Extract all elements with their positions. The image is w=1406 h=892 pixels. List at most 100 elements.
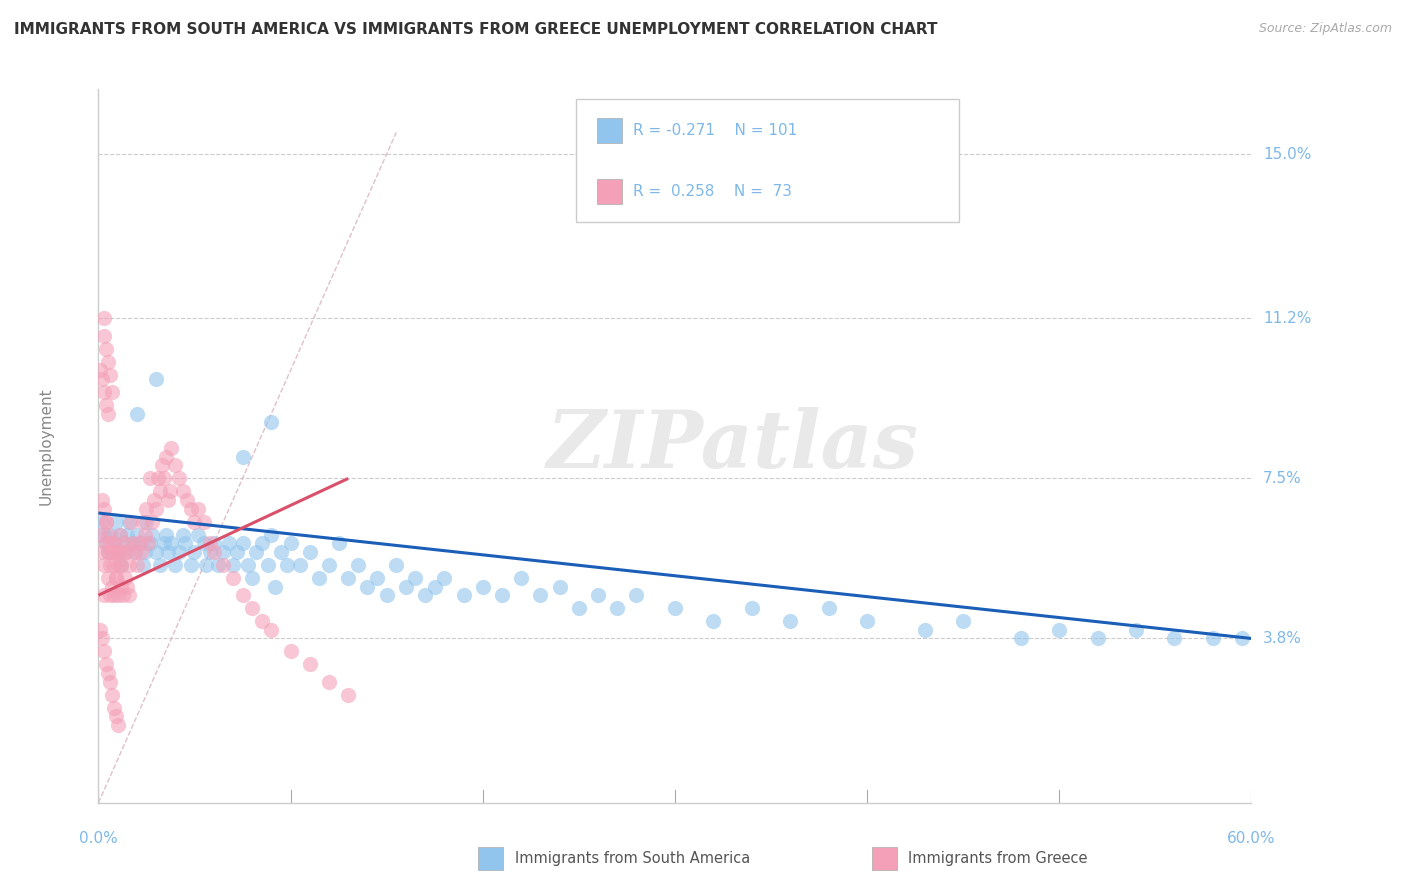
Point	[423, 580, 446, 594]
Point	[101, 545, 124, 559]
Point	[1163, 632, 1185, 646]
Point	[318, 558, 340, 572]
Point	[491, 588, 513, 602]
Point	[240, 571, 263, 585]
Point	[155, 527, 177, 541]
Point	[94, 515, 117, 529]
Point	[250, 536, 273, 550]
Point	[165, 458, 187, 473]
Point	[101, 545, 124, 559]
Point	[240, 601, 263, 615]
Point	[280, 644, 302, 658]
Point	[104, 545, 127, 559]
Point	[702, 614, 724, 628]
Point	[290, 558, 312, 572]
Point	[356, 580, 378, 594]
Point	[779, 614, 801, 628]
Point	[337, 688, 360, 702]
Point	[97, 527, 120, 541]
Point	[103, 588, 125, 602]
Point	[664, 601, 686, 615]
Point	[150, 458, 173, 473]
Point	[156, 545, 179, 559]
Point	[222, 571, 245, 585]
Point	[225, 545, 247, 559]
Point	[120, 515, 142, 529]
Point	[167, 545, 190, 559]
Point	[510, 571, 533, 585]
Point	[97, 571, 120, 585]
Point	[91, 372, 114, 386]
Point	[207, 558, 229, 572]
Point	[114, 545, 136, 559]
Point	[134, 545, 156, 559]
Point	[104, 571, 127, 585]
Point	[98, 536, 121, 550]
Point	[114, 536, 136, 550]
Point	[135, 501, 157, 516]
Point	[97, 666, 120, 681]
Point	[117, 545, 138, 559]
Point	[98, 588, 121, 602]
Point	[280, 536, 302, 550]
Point	[187, 501, 209, 516]
Point	[112, 536, 135, 550]
Text: 3.8%: 3.8%	[1263, 631, 1302, 646]
Point	[298, 657, 321, 672]
Point	[93, 311, 115, 326]
Point	[256, 558, 278, 572]
Point	[110, 580, 132, 594]
Point	[172, 484, 194, 499]
Point	[264, 580, 287, 594]
Point	[124, 545, 146, 559]
Point	[817, 601, 839, 615]
Point	[93, 328, 115, 343]
Point	[94, 657, 117, 672]
Point	[112, 545, 135, 559]
Point	[172, 527, 194, 541]
Point	[195, 558, 218, 572]
Point	[471, 580, 494, 594]
Point	[141, 515, 163, 529]
Point	[152, 536, 174, 550]
Point	[308, 571, 330, 585]
Point	[231, 450, 254, 464]
Point	[149, 484, 172, 499]
Point	[222, 558, 245, 572]
Point	[741, 601, 763, 615]
Point	[385, 558, 408, 572]
Point	[375, 588, 398, 602]
Point	[93, 644, 115, 658]
Text: R = -0.271    N = 101: R = -0.271 N = 101	[633, 123, 797, 138]
Point	[103, 536, 125, 550]
Point	[118, 515, 141, 529]
Point	[101, 580, 124, 594]
Text: 15.0%: 15.0%	[1263, 146, 1312, 161]
Point	[160, 536, 183, 550]
Point	[606, 601, 628, 615]
Point	[245, 545, 267, 559]
Point	[1202, 632, 1225, 646]
Point	[93, 558, 115, 572]
Point	[91, 515, 114, 529]
Text: 0.0%: 0.0%	[79, 831, 118, 847]
Point	[91, 632, 114, 646]
Point	[110, 558, 132, 572]
Point	[139, 536, 162, 550]
Point	[238, 558, 260, 572]
Point	[94, 536, 117, 550]
Point	[135, 515, 157, 529]
Point	[165, 558, 187, 572]
Point	[856, 614, 879, 628]
Point	[89, 527, 111, 541]
Point	[202, 536, 225, 550]
Point	[260, 527, 283, 541]
Point	[98, 558, 121, 572]
Point	[98, 674, 121, 689]
Point	[1125, 623, 1147, 637]
Point	[98, 368, 121, 382]
Point	[128, 536, 150, 550]
Point	[337, 571, 360, 585]
Point	[145, 372, 167, 386]
Point	[180, 558, 202, 572]
